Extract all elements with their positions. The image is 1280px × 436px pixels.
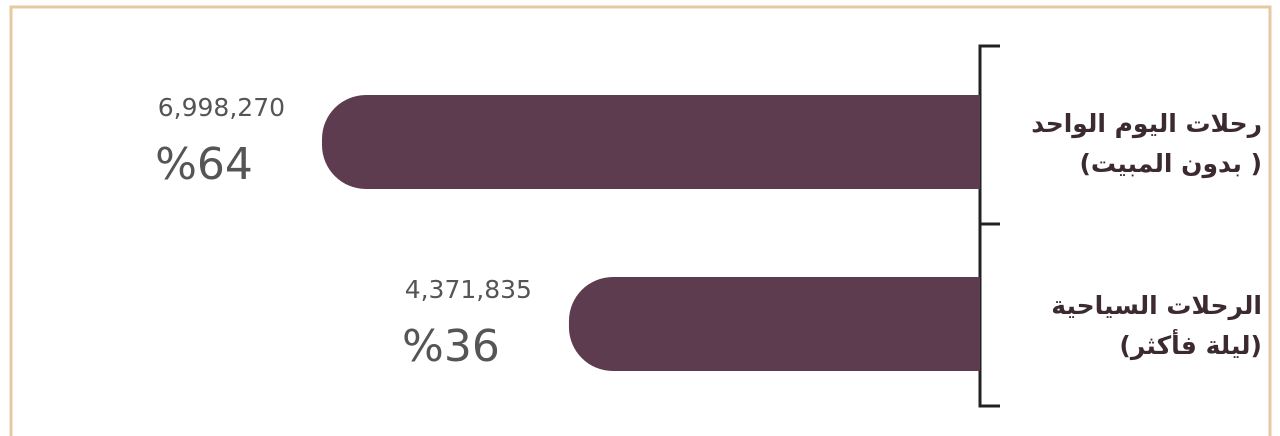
bar <box>568 277 980 371</box>
category-label: رحلات اليوم الواحد <box>1031 109 1262 139</box>
category-bracket <box>978 44 1000 408</box>
category-label: (ليلة فأكثر) <box>1119 329 1262 361</box>
value-label: 4,371,835 <box>405 275 532 304</box>
bar <box>322 95 980 189</box>
category-label: ( بدون المبيت) <box>1079 149 1262 179</box>
frame <box>9 5 1272 436</box>
value-label: 6,998,270 <box>158 93 285 122</box>
percent-label: %36 <box>402 321 500 372</box>
percent-label: %64 <box>155 139 253 190</box>
category-label: الرحلات السياحية <box>1051 291 1262 321</box>
